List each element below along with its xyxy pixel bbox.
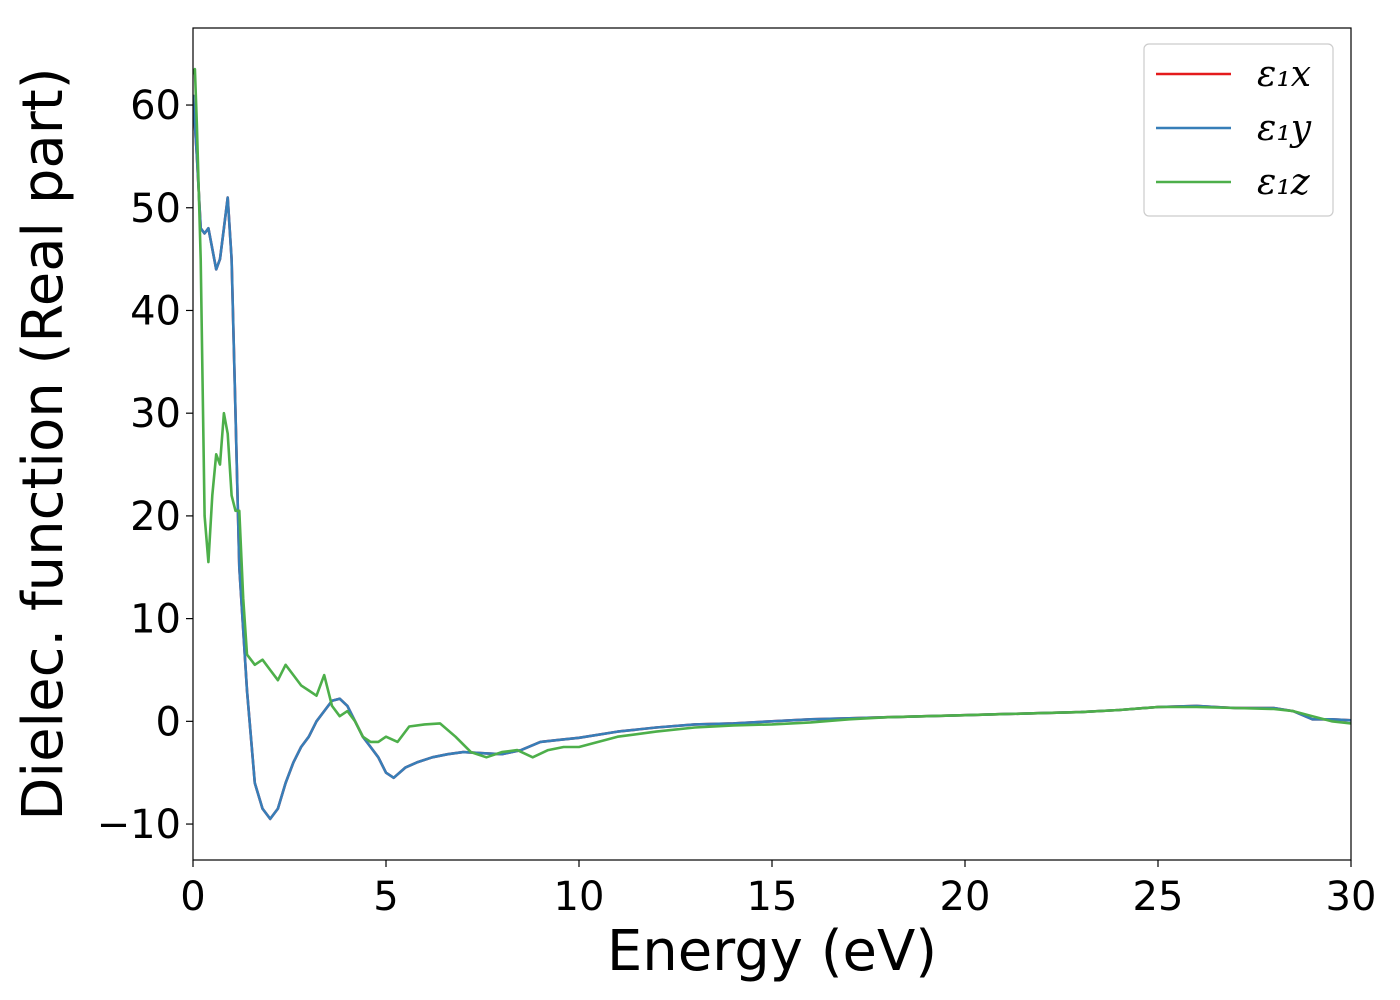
x-tick-label: 10: [554, 874, 605, 920]
y-tick-label: 60: [130, 83, 181, 129]
x-tick-label: 0: [180, 874, 205, 920]
x-tick-label: 5: [373, 874, 398, 920]
x-axis-label: Energy (eV): [607, 919, 937, 984]
x-tick-label: 25: [1133, 874, 1184, 920]
y-tick-label: 50: [130, 186, 181, 232]
y-axis-label: Dielec. function (Real part): [11, 67, 76, 820]
y-axis: −10 0 10 20 30 40 50 60: [97, 83, 193, 848]
y-tick-label: 10: [130, 597, 181, 643]
x-tick-label: 30: [1326, 874, 1377, 920]
series-layer: [193, 67, 1351, 821]
y-tick-label: 40: [130, 288, 181, 334]
legend-box: [1143, 43, 1334, 217]
y-tick-label: 30: [130, 391, 181, 437]
x-tick-label: 20: [940, 874, 991, 920]
y-tick-label: −10: [97, 802, 181, 848]
y-tick-label: 20: [130, 494, 181, 540]
legend: ε₁x ε₁y ε₁z: [1143, 43, 1334, 217]
legend-label-3: ε₁z: [1257, 162, 1311, 203]
legend-label-1: ε₁x: [1257, 54, 1311, 95]
y-tick-label: 0: [156, 699, 181, 745]
x-axis: 0 5 10 15 20 25 30: [180, 860, 1376, 920]
x-tick-label: 15: [747, 874, 798, 920]
series-line-3: [193, 67, 1351, 759]
legend-label-2: ε₁y: [1257, 108, 1312, 149]
